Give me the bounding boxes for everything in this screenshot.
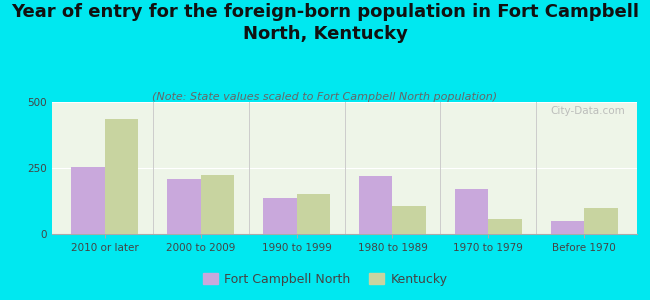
Bar [359,176,393,234]
Legend: Fort Campbell North, Kentucky: Fort Campbell North, Kentucky [198,268,452,291]
Text: Year of entry for the foreign-born population in Fort Campbell
North, Kentucky: Year of entry for the foreign-born popul… [11,3,639,43]
Bar [105,119,138,234]
Bar [296,194,330,234]
Bar [263,198,296,234]
Bar [551,221,584,234]
Bar [393,206,426,234]
Bar [488,220,522,234]
Bar [201,175,234,234]
Bar [584,208,618,234]
Text: City-Data.com: City-Data.com [551,106,625,116]
Bar [167,178,201,234]
Text: (Note: State values scaled to Fort Campbell North population): (Note: State values scaled to Fort Campb… [153,92,497,101]
Bar [72,167,105,234]
Bar [455,189,488,234]
